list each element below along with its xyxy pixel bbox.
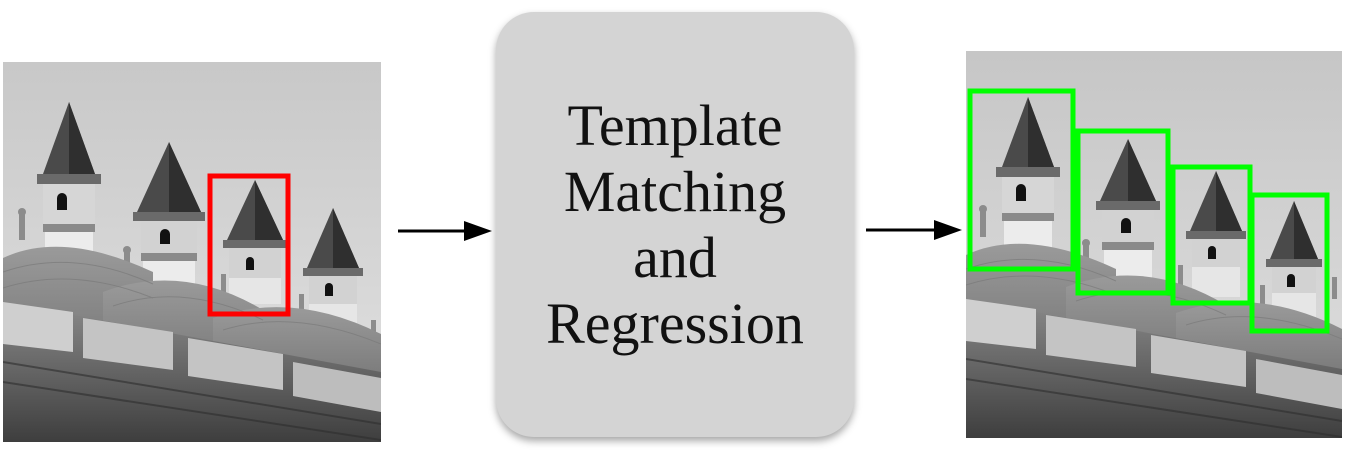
template-matching-process-box: Template Matching and Regression — [496, 12, 854, 437]
tower — [1186, 171, 1246, 297]
match-box — [1075, 128, 1171, 296]
template-box — [207, 173, 291, 317]
output-image-graphic — [966, 51, 1342, 438]
process-label-line-4: Regression — [546, 290, 804, 356]
process-label-line-1: Template — [567, 92, 783, 158]
input-image-graphic — [3, 62, 381, 442]
right-arrow-icon — [866, 220, 962, 240]
tower — [223, 180, 287, 304]
input-image — [3, 62, 381, 442]
right-arrow-icon — [398, 221, 492, 241]
arrow-to-output — [866, 218, 962, 242]
process-label-line-2: Matching — [563, 158, 787, 224]
output-image — [966, 51, 1342, 438]
match-box — [1249, 192, 1330, 334]
arrow-to-process — [398, 219, 492, 243]
match-box — [967, 88, 1076, 272]
process-label-line-3: and — [633, 224, 717, 290]
